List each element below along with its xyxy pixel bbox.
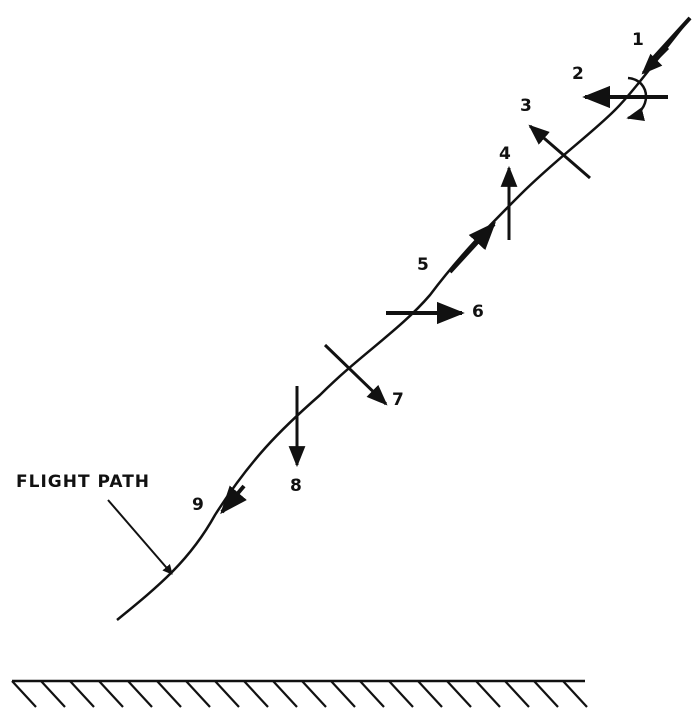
position-9-label: 9 [192,495,204,515]
flight-path-curve [116,17,691,621]
ground-hatch-mark [40,680,66,708]
position-7-label: 7 [392,390,404,410]
ground-hatch-mark [388,680,414,708]
position-6-label: 6 [472,302,484,322]
ground-hatch-mark [330,680,356,708]
flight-path-label: FLIGHT PATH [16,472,151,492]
ground-hatch-mark [475,680,501,708]
ground-hatch [11,679,588,708]
position-7-arrow [323,343,388,406]
ground-hatch-mark [446,680,472,708]
ground-hatch-mark [359,680,385,708]
position-2-arrow [582,76,668,121]
ground-hatch-mark [243,680,269,708]
ground-hatch-mark [11,680,37,708]
position-5-arrow [448,221,496,274]
position-3-label: 3 [520,96,532,116]
position-5-label: 5 [417,255,429,275]
position-1-arrow [641,16,692,75]
ground-hatch-mark [504,680,530,708]
ground-hatch-mark [156,680,182,708]
position-4-label: 4 [499,144,511,164]
position-8-label: 8 [290,476,302,496]
ground-hatch-mark [214,680,240,708]
ground-hatch-mark [98,680,124,708]
position-9-arrow [220,484,247,515]
flight-path-leader [107,499,173,575]
ground-hatch-mark [533,680,559,708]
ground-hatch-mark [185,680,211,708]
ground-hatch-mark [417,680,443,708]
ground-hatch-mark [272,680,298,708]
position-2-label: 2 [572,64,584,84]
ground-hatch-mark [301,680,327,708]
position-3-arrow [528,124,591,180]
ground-hatch-mark [69,680,95,708]
position-1-label: 1 [632,30,644,50]
ground-hatch-mark [562,680,588,708]
ground-hatch-mark [127,680,153,708]
